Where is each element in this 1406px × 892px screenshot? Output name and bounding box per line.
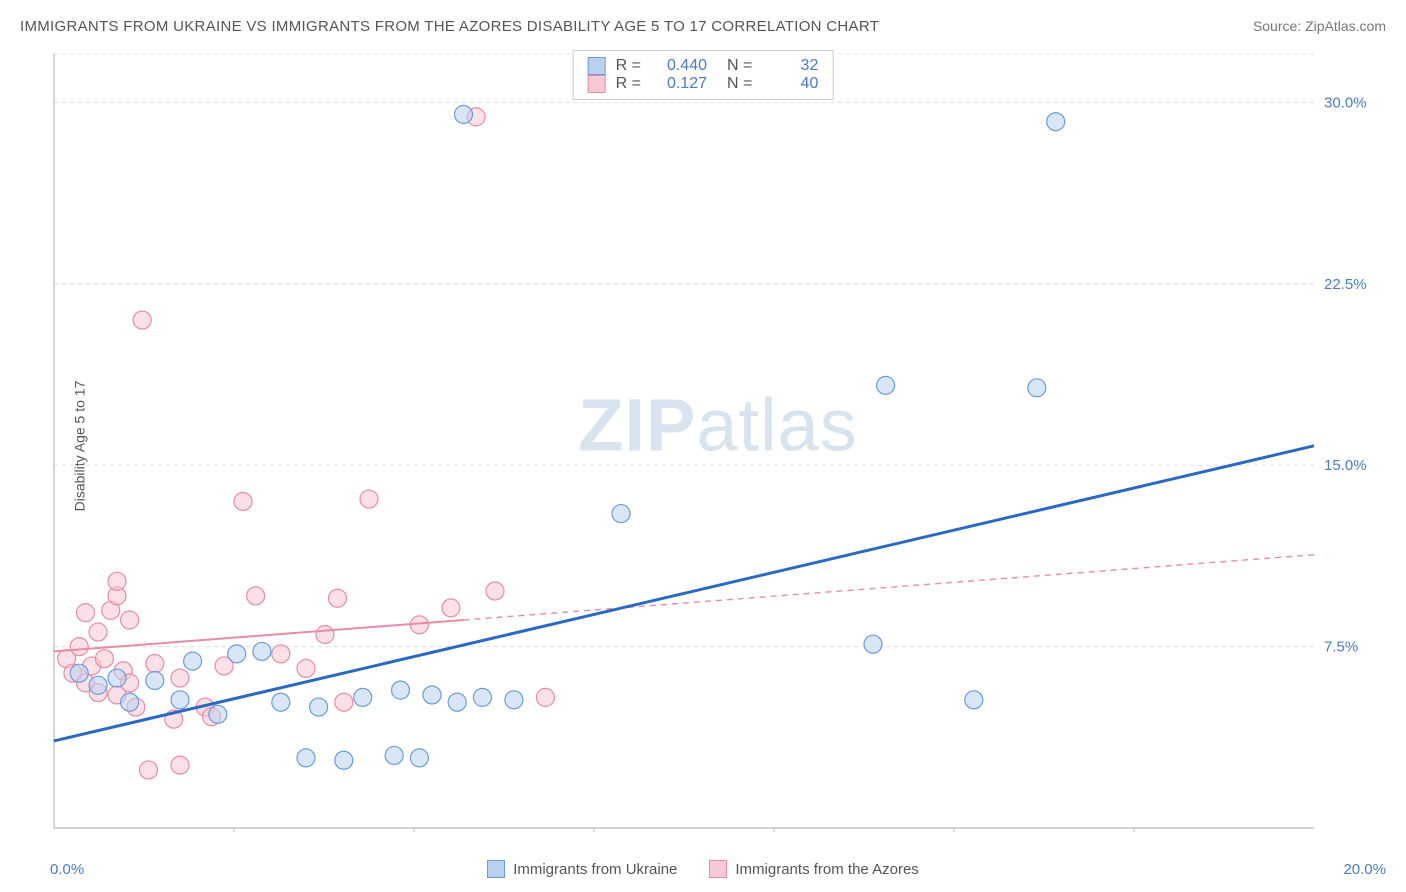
stats-row-a: R = 0.440 N = 32 — [588, 57, 819, 75]
scatter-plot-svg: 7.5% 15.0% 22.5% 30.0% — [50, 50, 1386, 832]
stat-val-n-b: 40 — [762, 75, 818, 93]
stat-val-r-b: 0.127 — [651, 75, 707, 93]
stat-val-r-a: 0.440 — [651, 57, 707, 75]
stat-label-n2: N = — [727, 75, 752, 93]
swatch-series-b — [588, 75, 606, 93]
legend-swatch-b — [709, 860, 727, 878]
svg-text:22.5%: 22.5% — [1324, 276, 1367, 293]
chart-title: IMMIGRANTS FROM UKRAINE VS IMMIGRANTS FR… — [20, 18, 879, 35]
legend-label-a: Immigrants from Ukraine — [513, 861, 677, 878]
stat-val-n-a: 32 — [762, 57, 818, 75]
x-tick-min: 0.0% — [50, 861, 84, 878]
svg-text:7.5%: 7.5% — [1324, 639, 1358, 656]
svg-text:30.0%: 30.0% — [1324, 94, 1367, 111]
stat-label-n: N = — [727, 57, 752, 75]
legend-item-a: Immigrants from Ukraine — [487, 860, 677, 878]
stats-box: R = 0.440 N = 32 R = 0.127 N = 40 — [573, 50, 834, 100]
stat-label-r: R = — [616, 57, 641, 75]
legend-item-b: Immigrants from the Azores — [709, 860, 918, 878]
stats-row-b: R = 0.127 N = 40 — [588, 75, 819, 93]
source-label: Source: ZipAtlas.com — [1253, 18, 1386, 34]
stat-label-r2: R = — [616, 75, 641, 93]
chart-area: ZIPatlas 7.5%15.0%22.5%30.0% — [50, 50, 1386, 832]
legend-label-b: Immigrants from the Azores — [735, 861, 918, 878]
x-tick-max: 20.0% — [1343, 861, 1386, 878]
svg-text:15.0%: 15.0% — [1324, 457, 1367, 474]
swatch-series-a — [588, 57, 606, 75]
footer-legend: 0.0% Immigrants from Ukraine Immigrants … — [0, 860, 1406, 878]
legend-swatch-a — [487, 860, 505, 878]
